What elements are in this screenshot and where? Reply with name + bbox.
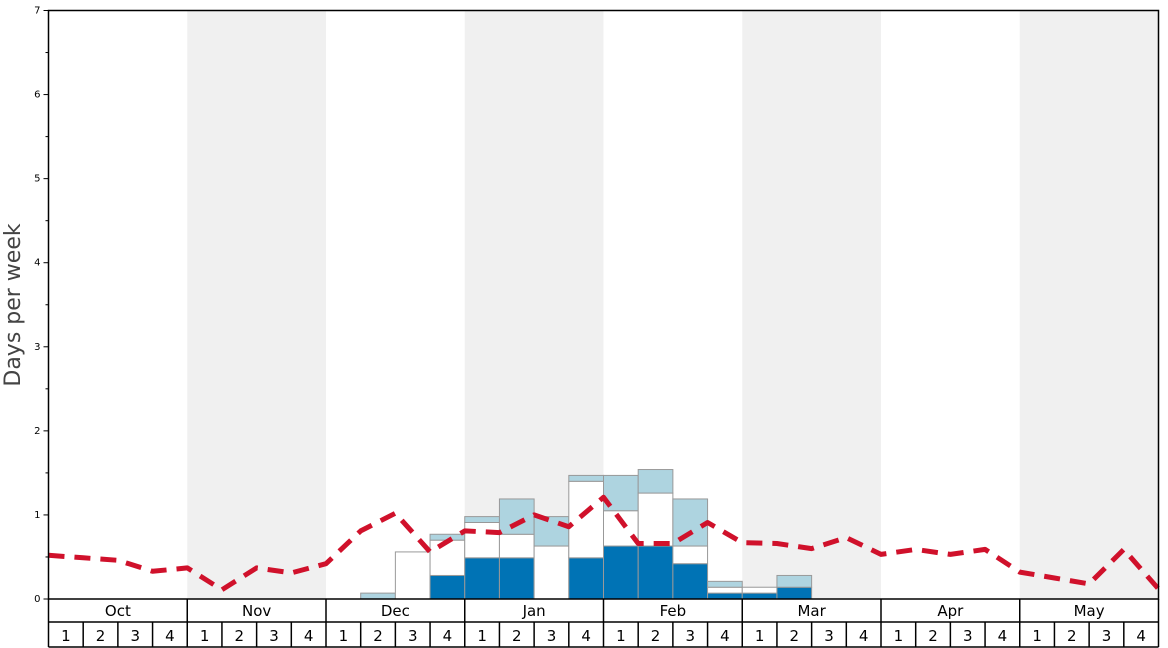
week-label: 4	[581, 627, 591, 645]
month-band	[187, 10, 326, 599]
week-label: 1	[477, 627, 487, 645]
bar-segment	[568, 480, 604, 559]
month-band	[1019, 10, 1159, 599]
y-tick-label: 2	[34, 426, 40, 437]
bar-segment	[360, 592, 396, 600]
week-label: 2	[790, 627, 800, 645]
month-label: Mar	[797, 602, 826, 620]
bar-segment	[637, 492, 674, 547]
bar-segment	[603, 510, 639, 547]
week-label: 2	[928, 627, 938, 645]
bar-segment	[464, 557, 500, 600]
y-tick-label: 7	[34, 6, 40, 17]
week-label: 2	[373, 627, 383, 645]
week-label: 2	[651, 627, 661, 645]
month-label: Dec	[381, 602, 410, 620]
week-label: 3	[408, 627, 418, 645]
week-label: 2	[96, 627, 106, 645]
bar-segment	[637, 469, 674, 494]
y-axis-title: Days per week	[1, 223, 26, 386]
week-label: 4	[165, 627, 175, 645]
bar-segment	[707, 586, 743, 594]
week-label: 2	[235, 627, 245, 645]
bar-segment	[498, 533, 535, 559]
bar-segment	[498, 498, 535, 535]
y-tick-label: 1	[34, 510, 40, 521]
week-label: 1	[61, 627, 71, 645]
bar-segment	[533, 545, 570, 600]
week-label: 3	[269, 627, 279, 645]
bar-segment	[603, 474, 639, 512]
week-label: 1	[1032, 627, 1042, 645]
bar-segment	[707, 580, 743, 588]
week-label: 3	[130, 627, 140, 645]
week-label: 1	[616, 627, 626, 645]
y-tick-label: 0	[34, 594, 40, 605]
bar-segment	[394, 551, 431, 600]
bar-segment	[741, 592, 778, 600]
month-band	[326, 10, 465, 599]
bar-segment	[429, 539, 466, 576]
bar-segment	[707, 592, 743, 600]
week-label: 4	[443, 627, 453, 645]
bar-stacks	[360, 469, 813, 600]
month-band	[48, 10, 188, 599]
bar-segment	[637, 545, 674, 600]
month-label: Jan	[522, 602, 546, 620]
week-label: 2	[512, 627, 522, 645]
average-line	[48, 494, 1161, 593]
week-label: 4	[1136, 627, 1146, 645]
bar-segment	[429, 574, 466, 600]
y-axis: 0 1 2 3 4 5 6 7	[34, 6, 49, 605]
bar-segment	[672, 545, 709, 565]
week-label: 1	[339, 627, 349, 645]
week-label: 1	[755, 627, 765, 645]
y-tick-label: 6	[34, 90, 40, 101]
month-band	[742, 10, 881, 599]
bar-segment	[776, 574, 813, 588]
month-label: May	[1074, 602, 1105, 620]
week-label: 3	[685, 627, 695, 645]
bar-segment	[464, 521, 500, 559]
bar-segment	[672, 563, 709, 600]
week-label: 4	[998, 627, 1008, 645]
x-axis: Oct Nov Dec Jan Feb Mar Apr May 1 2 3 4 1 2 3 4 1 2 3 4 1 2 3 4…	[47, 599, 1160, 648]
week-label: 1	[894, 627, 904, 645]
month-band	[881, 10, 1020, 599]
week-label: 2	[1067, 627, 1077, 645]
bar-segment	[533, 516, 570, 547]
week-label: 3	[824, 627, 834, 645]
average-line-path	[48, 494, 1161, 593]
bar-segment	[568, 557, 604, 600]
month-label: Feb	[660, 602, 687, 620]
month-label: Nov	[242, 602, 271, 620]
month-label: Apr	[937, 602, 964, 620]
week-label: 3	[1102, 627, 1112, 645]
month-label: Oct	[105, 602, 131, 620]
week-label: 1	[200, 627, 210, 645]
bar-segment	[464, 516, 500, 523]
week-label: 4	[720, 627, 730, 645]
week-label: 3	[963, 627, 973, 645]
bar-segment	[568, 474, 604, 482]
bar-segment	[498, 557, 535, 600]
week-label: 3	[547, 627, 557, 645]
bar-segment	[603, 545, 639, 600]
bar-segment	[741, 586, 778, 594]
y-tick-label: 3	[34, 342, 40, 353]
week-label: 4	[304, 627, 314, 645]
bar-segment	[776, 586, 813, 600]
week-label: 4	[859, 627, 869, 645]
y-tick-label: 4	[34, 258, 40, 269]
y-tick-label: 5	[34, 174, 40, 185]
